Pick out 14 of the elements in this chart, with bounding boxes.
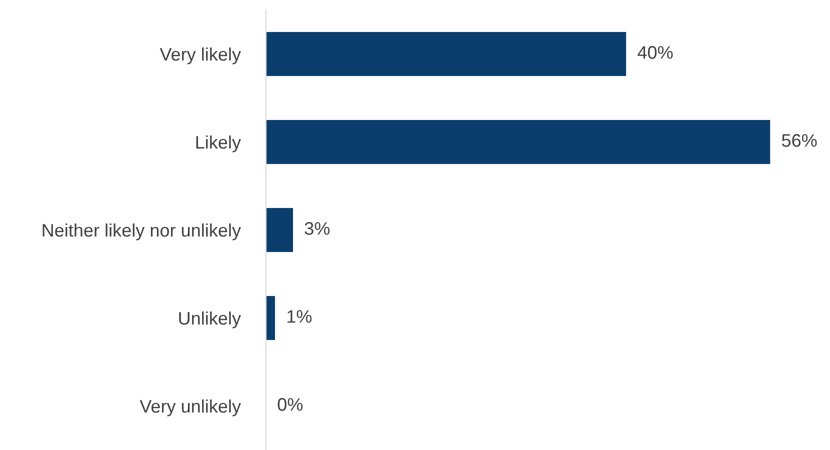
y-tick-label: Unlikely xyxy=(179,311,241,328)
y-tick-label: Likely xyxy=(196,135,241,152)
data-label: 40% xyxy=(638,46,673,59)
y-tick-label: Very unlikely xyxy=(140,399,241,416)
data-label: 56% xyxy=(782,134,817,147)
data-label: 3% xyxy=(304,222,330,235)
bar xyxy=(266,208,294,252)
bar xyxy=(266,120,770,164)
y-tick-label: Very likely xyxy=(160,47,241,64)
data-label: 1% xyxy=(287,310,312,323)
data-label: 0% xyxy=(278,398,303,411)
bar xyxy=(266,296,276,340)
y-tick-label: Neither likely nor unlikely xyxy=(42,223,241,240)
bar xyxy=(266,32,626,76)
